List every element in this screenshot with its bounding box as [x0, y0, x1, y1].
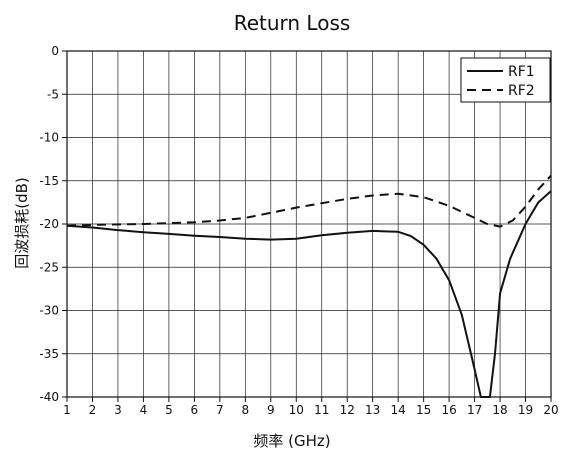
x-tick-label: 9 [267, 403, 275, 417]
grid [67, 51, 551, 397]
series-line-rf2 [66, 174, 552, 228]
legend-box [460, 57, 551, 103]
legend-label-rf1: RF1 [508, 64, 535, 80]
x-tick-label: 20 [543, 403, 558, 417]
y-tick-label: -20 [39, 217, 59, 231]
x-tick-label: 11 [314, 403, 329, 417]
x-axis-label: 频率 (GHz) [253, 432, 330, 450]
x-tick-label: 3 [114, 403, 122, 417]
plot-series [66, 174, 552, 398]
x-tick-label: 4 [140, 403, 148, 417]
x-tick-label: 16 [441, 403, 456, 417]
x-tick-label: 13 [365, 403, 380, 417]
x-tick-label: 17 [467, 403, 482, 417]
x-tick-label: 15 [416, 403, 431, 417]
x-tick-label: 8 [241, 403, 249, 417]
x-tick-label: 12 [340, 403, 355, 417]
y-tick-label: -5 [47, 87, 59, 101]
x-tick-label: 10 [289, 403, 304, 417]
x-tick-label: 7 [216, 403, 224, 417]
series-line-rf1 [66, 190, 552, 398]
x-tick-label: 14 [391, 403, 406, 417]
x-tick-label: 5 [165, 403, 173, 417]
x-tick-label: 2 [89, 403, 97, 417]
y-tick-label: -25 [39, 260, 59, 274]
y-tick-label: -35 [39, 347, 59, 361]
ticks: 1 2 3 4 5 6 7 8 9 10 11 12 13 14 15 16 17 18 19 200-5-10-15… [39, 44, 558, 417]
x-tick-label: 1 [63, 403, 71, 417]
y-tick-label: -15 [39, 174, 59, 188]
y-axis-label: 回波损耗(dB) [13, 177, 31, 269]
y-tick-label: -40 [39, 390, 59, 404]
y-tick-label: -10 [39, 131, 59, 145]
x-tick-label: 18 [492, 403, 507, 417]
legend-label-rf2: RF2 [508, 83, 535, 99]
x-tick-label: 19 [518, 403, 533, 417]
y-tick-label: -30 [39, 304, 59, 318]
chart-title: Return Loss [234, 11, 351, 35]
y-tick-label: 0 [51, 44, 59, 58]
x-tick-label: 6 [191, 403, 199, 417]
